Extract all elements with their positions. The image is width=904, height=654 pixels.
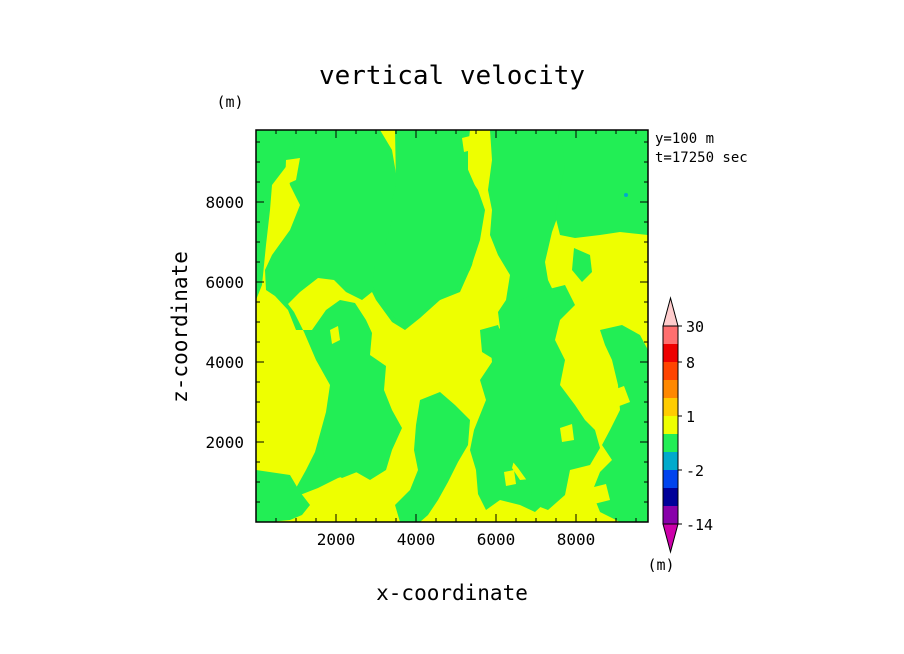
colorbar-under-arrow <box>662 523 679 554</box>
colorbar-bin <box>663 416 678 434</box>
x-tick-label: 6000 <box>477 530 516 549</box>
colorbar-bin <box>663 326 678 344</box>
y-tick-label: 6000 <box>205 273 244 292</box>
negative-velocity-region <box>508 285 600 510</box>
small-negative-cell <box>624 193 628 197</box>
negative-velocity-region <box>572 248 592 282</box>
negative-velocity-region <box>592 325 648 522</box>
x-tick-label: 4000 <box>397 530 436 549</box>
y-unit-label: (m) <box>216 93 243 111</box>
colorbar-bin <box>663 344 678 362</box>
y-tick-label: 8000 <box>205 193 244 212</box>
colorbar: 30 8 1 -2 -14 <box>662 296 713 554</box>
positive-velocity-islands <box>285 136 630 504</box>
y-tick-label: 4000 <box>205 353 244 372</box>
y-tick-label: 2000 <box>205 433 244 452</box>
negative-velocity-region <box>395 392 470 522</box>
colorbar-unit-label: (m) <box>647 556 674 574</box>
axis-ticks: 2000 4000 6000 8000 2000 4000 6000 8000 <box>205 130 648 549</box>
positive-velocity-island <box>330 326 340 344</box>
colorbar-bin <box>663 398 678 416</box>
positive-velocity-island <box>285 158 300 185</box>
colorbar-tick-label: -2 <box>686 462 704 480</box>
colorbar-over-arrow <box>662 296 679 327</box>
x-tick-label: 2000 <box>317 530 356 549</box>
positive-velocity-island <box>596 298 616 320</box>
negative-velocity-region <box>555 130 648 238</box>
colorbar-bin <box>663 470 678 488</box>
contour-field <box>256 130 648 522</box>
info-line-time: t=17250 sec <box>655 150 748 166</box>
colorbar-bin <box>663 488 678 506</box>
colorbar-bin <box>663 362 678 380</box>
negative-velocity-region <box>322 412 370 478</box>
negative-velocity-region <box>256 470 310 522</box>
negative-velocity-region <box>256 130 300 300</box>
colorbar-tick-label: 8 <box>686 354 695 372</box>
negative-velocity-region <box>480 325 505 360</box>
y-axis-label: z-coordinate <box>168 251 192 403</box>
colorbar-tick-label: -14 <box>686 516 713 534</box>
x-axis-label: x-coordinate <box>376 581 528 605</box>
colorbar-bin <box>663 452 678 470</box>
info-line-position: y=100 m <box>655 131 714 147</box>
positive-velocity-island <box>590 484 610 504</box>
positive-velocity-island <box>504 470 516 486</box>
positive-velocity-island <box>560 424 574 442</box>
colorbar-bin <box>663 434 678 452</box>
positive-velocity-island <box>462 136 472 152</box>
colorbar-tick-label: 30 <box>686 318 704 336</box>
negative-velocity-regions <box>256 130 648 522</box>
colorbar-bin <box>663 380 678 398</box>
plot-frame <box>255 129 649 523</box>
colorbar-tick-label: 1 <box>686 408 695 426</box>
positive-velocity-island <box>608 386 630 408</box>
colorbar-frame <box>662 325 679 525</box>
chart-title: vertical velocity <box>319 61 585 91</box>
x-tick-label: 8000 <box>557 530 596 549</box>
negative-velocity-region <box>372 130 485 325</box>
colorbar-bin <box>663 506 678 524</box>
